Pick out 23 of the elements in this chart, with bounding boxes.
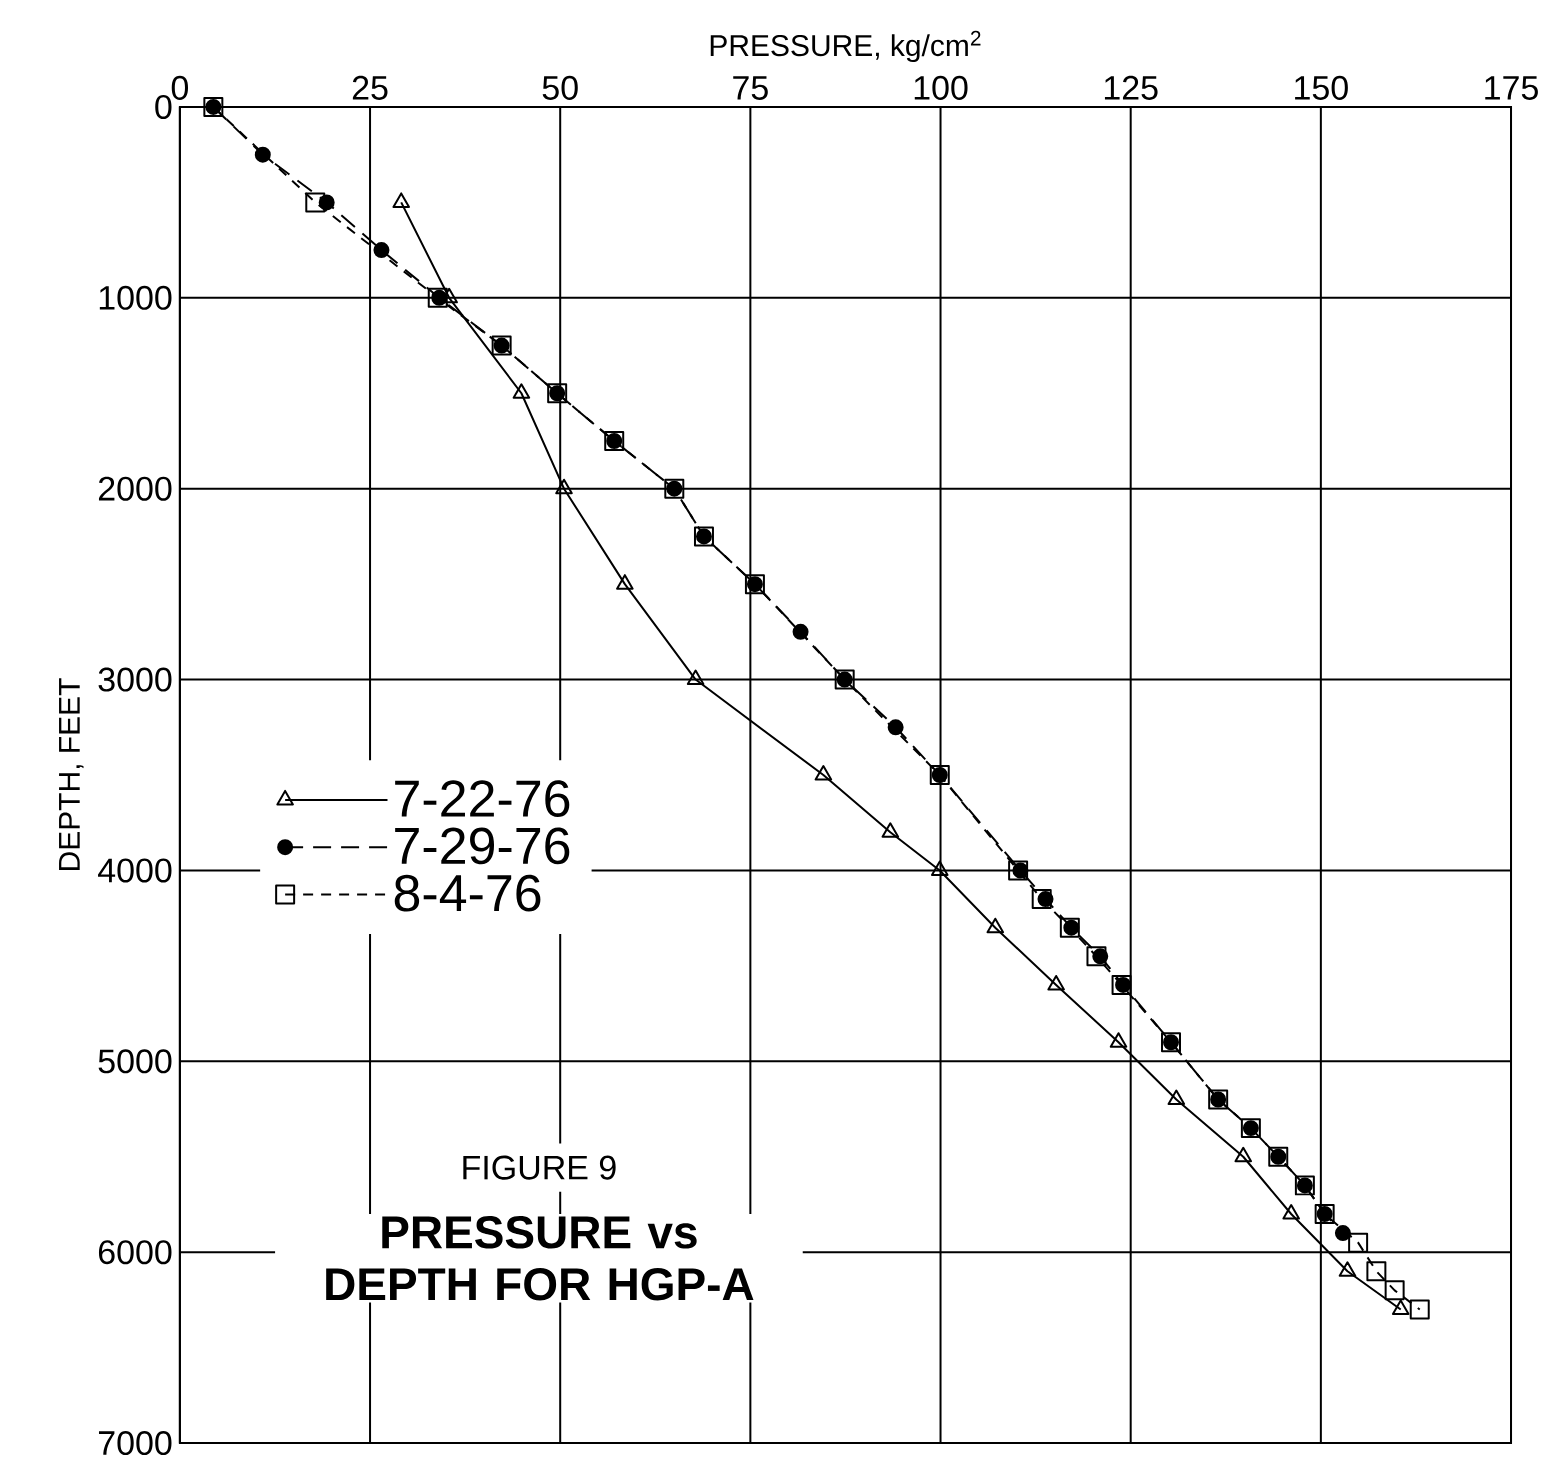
y-tick-label: 7000 [98,1431,172,1456]
x-tick-label: 100 [914,75,968,101]
text: FIGURE 9 [463,1155,616,1180]
y-tick-label: 3000 [98,667,172,692]
legend-label: 7-22-76 [395,780,570,818]
x-tick-label: 75 [733,76,768,101]
y-axis-title: DEPTH, FEET [59,678,84,871]
text: PRESSURE vs DEPTH FOR HGP-A [326,1216,754,1301]
x-tick-label: 175 [1485,76,1538,101]
x-tick-label: 25 [352,75,388,101]
x-axis-title: PRESSURE, kg/cm$^{2}$ [710,30,981,63]
y-tick-label: 4000 [98,858,172,883]
legend-label: 8-4-76 [394,874,541,912]
y-tick-label: 0 [155,95,172,120]
y-tick-label: 5000 [98,1049,172,1074]
y-tick-label: 2000 [98,476,172,501]
y-tick-label: 6000 [98,1240,172,1265]
x-tick-label: 0 [171,75,189,101]
y-tick-label: 1000 [99,285,172,310]
x-tick-label: 125 [1104,75,1158,101]
legend-label: 7-29-76 [395,827,570,865]
x-tick-label: 150 [1295,75,1348,101]
x-tick-label: 50 [542,75,578,101]
